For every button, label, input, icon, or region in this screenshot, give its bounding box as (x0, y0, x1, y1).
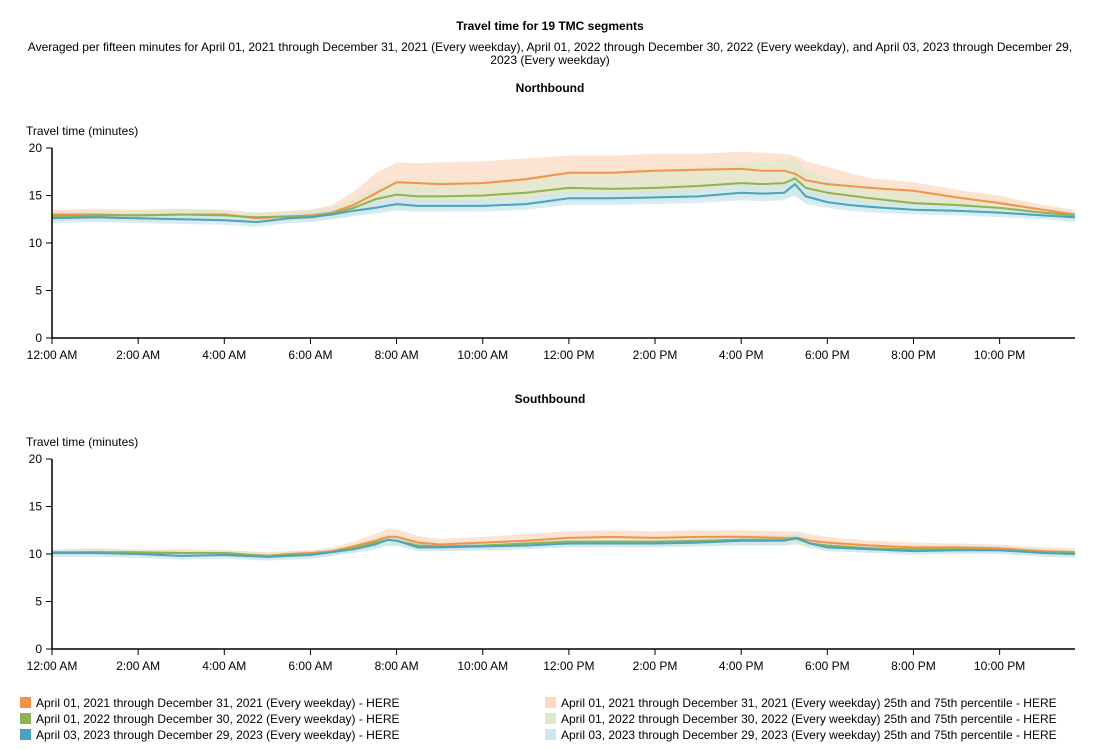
chart-title: Travel time for 19 TMC segments (456, 19, 644, 33)
x-tick-label: 4:00 PM (719, 348, 764, 362)
legend-item-2023-percentile[interactable]: April 03, 2023 through December 29, 2023… (545, 728, 1057, 742)
x-tick-label: 6:00 AM (288, 659, 332, 673)
legend-swatch (20, 697, 31, 708)
x-tick-label: 4:00 AM (202, 659, 246, 673)
x-tick-label: 12:00 PM (543, 659, 594, 673)
panel-title: Northbound (516, 81, 585, 95)
y-tick-label: 10 (29, 236, 43, 250)
x-tick-label: 8:00 AM (375, 659, 419, 673)
legend-swatch (20, 729, 31, 740)
x-tick-label: 10:00 PM (974, 348, 1025, 362)
y-tick-label: 5 (35, 595, 42, 609)
legend-swatch (20, 713, 31, 724)
legend-item-2023[interactable]: April 03, 2023 through December 29, 2023… (20, 728, 400, 742)
y-axis-label: Travel time (minutes) (26, 435, 138, 449)
x-tick-label: 8:00 AM (375, 348, 419, 362)
x-tick-label: 10:00 PM (974, 659, 1025, 673)
series-line-2023 (52, 536, 1076, 558)
x-tick-label: 4:00 PM (719, 659, 764, 673)
x-tick-label: 6:00 PM (805, 348, 850, 362)
x-tick-label: 12:00 AM (27, 348, 78, 362)
x-tick-label: 10:00 AM (457, 348, 508, 362)
legend-swatch (545, 713, 556, 724)
charts-canvas: Northbound Travel time (minutes) 0 5 10 15 20 1… (26, 81, 1076, 673)
legend-label: April 01, 2021 through December 31, 2021… (561, 696, 1057, 710)
y-tick-label: 20 (29, 141, 43, 155)
y-axis-label: Travel time (minutes) (26, 124, 138, 138)
x-tick-label: 12:00 AM (27, 659, 78, 673)
legend-label: April 03, 2023 through December 29, 2023… (561, 728, 1057, 742)
percentile-band-2022 (52, 157, 1075, 224)
x-tick-label: 8:00 PM (891, 348, 936, 362)
legend-item-2022-percentile[interactable]: April 01, 2022 through December 30, 2022… (545, 712, 1057, 726)
x-tick-label: 2:00 AM (116, 348, 160, 362)
y-tick-label: 0 (35, 331, 42, 345)
legend-item-2022[interactable]: April 01, 2022 through December 30, 2022… (20, 712, 400, 726)
x-tick-label: 10:00 AM (457, 659, 508, 673)
legend-item-2021[interactable]: April 01, 2021 through December 31, 2021… (20, 696, 400, 710)
legend-swatch (545, 729, 556, 740)
panel-title: Southbound (515, 392, 586, 406)
percentile-band-2023 (52, 173, 1075, 227)
series-line-2022 (51, 177, 1076, 219)
y-tick-label: 5 (35, 284, 42, 298)
legend-label: April 01, 2022 through December 30, 2022… (561, 712, 1057, 726)
series-line-2023 (51, 183, 1076, 224)
x-tick-label: 6:00 PM (805, 659, 850, 673)
y-tick-label: 15 (29, 500, 43, 514)
chart-subtitle: Averaged per fifteen minutes for April 0… (27, 40, 1073, 67)
x-tick-label: 8:00 PM (891, 659, 936, 673)
legend-label: April 01, 2022 through December 30, 2022… (36, 712, 400, 726)
x-tick-label: 2:00 PM (633, 659, 678, 673)
legend-label: April 01, 2021 through December 31, 2021… (36, 696, 400, 710)
y-tick-label: 15 (29, 189, 43, 203)
legend-item-2021-percentile[interactable]: April 01, 2021 through December 31, 2021… (545, 696, 1057, 710)
legend-swatch (545, 697, 556, 708)
x-tick-label: 4:00 AM (202, 348, 246, 362)
x-tick-label: 6:00 AM (288, 348, 332, 362)
x-tick-label: 2:00 PM (633, 348, 678, 362)
x-tick-label: 2:00 AM (116, 659, 160, 673)
y-tick-label: 0 (35, 642, 42, 656)
legend-label: April 03, 2023 through December 29, 2023… (36, 728, 400, 742)
y-tick-label: 20 (29, 452, 43, 466)
y-tick-label: 10 (29, 547, 43, 561)
x-tick-label: 12:00 PM (543, 348, 594, 362)
